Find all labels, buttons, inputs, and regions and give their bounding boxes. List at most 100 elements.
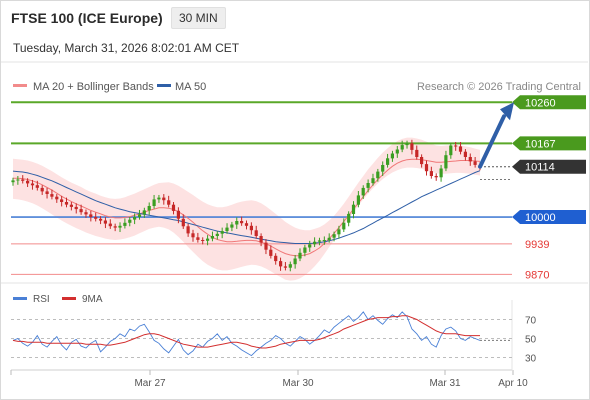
candle-body — [16, 179, 20, 181]
candle-body — [449, 145, 453, 156]
candle-body — [99, 218, 103, 221]
candle-body — [215, 233, 219, 236]
level-tag-text-10114: 10114 — [525, 162, 555, 174]
rsi-tick-label: 70 — [525, 316, 537, 327]
candle-body — [269, 249, 273, 256]
candle-body — [103, 220, 107, 224]
candle-body — [244, 223, 249, 226]
candle-body — [240, 221, 244, 224]
candle-body — [366, 183, 370, 188]
candle-body — [21, 179, 25, 181]
candle-body — [274, 255, 278, 262]
level-label-9939: 9939 — [525, 239, 549, 251]
candle-body — [410, 143, 414, 150]
candle-body — [254, 230, 258, 236]
rsi-legend-swatch — [13, 297, 27, 300]
candle-body — [249, 225, 253, 231]
candle-body — [361, 187, 365, 196]
candle-body — [439, 168, 443, 178]
candle-body — [395, 149, 399, 154]
candle-body — [79, 209, 83, 213]
candle-body — [133, 217, 137, 220]
candle-body — [210, 236, 214, 239]
candle-body — [313, 241, 317, 245]
rsi-panel: 70 50 30 — [11, 311, 537, 365]
candle-body — [288, 264, 292, 268]
ma20-legend-swatch — [13, 84, 27, 87]
candle-body — [74, 206, 78, 210]
candle-body — [64, 202, 69, 205]
candle-body — [147, 206, 151, 211]
x-tick-label: Mar 30 — [282, 378, 314, 389]
level-tag-text-10260: 10260 — [525, 97, 556, 109]
candle-body — [186, 226, 190, 234]
candle-body — [50, 194, 54, 197]
candle-body — [381, 165, 385, 172]
candle-body — [11, 180, 15, 183]
candle-body — [376, 171, 380, 179]
candle-body — [317, 240, 322, 242]
candle-body — [259, 236, 263, 243]
candlesticks — [11, 139, 482, 272]
rsi-line — [12, 311, 481, 357]
candle-body — [420, 157, 424, 165]
rsi-tick-label: 30 — [525, 354, 537, 365]
x-tick-label: Mar 31 — [429, 378, 461, 389]
candle-body — [347, 213, 351, 223]
ma50-legend-swatch — [157, 84, 171, 87]
candle-body — [196, 237, 200, 240]
forecast-arrow-head — [500, 102, 514, 121]
candle-body — [279, 261, 283, 267]
ma9-legend-label: 9MA — [82, 294, 103, 305]
moving-averages — [12, 158, 481, 257]
candle-body — [463, 151, 467, 157]
candle-body — [298, 252, 302, 259]
level-tag-10167 — [512, 136, 586, 151]
candle-body — [264, 242, 268, 250]
bollinger-band — [13, 137, 480, 281]
candle-body — [230, 224, 234, 228]
interval-badge[interactable]: 30 MIN — [171, 7, 226, 29]
candle-body — [206, 238, 210, 241]
candle-body — [84, 212, 88, 215]
rsi-ma-line — [12, 315, 480, 349]
candle-body — [342, 222, 346, 230]
candle-body — [162, 197, 166, 201]
candle-body — [171, 204, 176, 211]
candle-body — [45, 191, 49, 194]
candle-body — [225, 227, 229, 232]
candle-body — [405, 143, 409, 146]
candle-body — [415, 149, 419, 157]
forecast-arrow-shaft — [478, 114, 506, 169]
candle-body — [201, 240, 205, 241]
candle-body — [113, 226, 117, 228]
candle-body — [89, 214, 93, 217]
candle-body — [26, 180, 30, 184]
candle-body — [390, 153, 394, 159]
level-tag-text-10167: 10167 — [525, 138, 556, 150]
candle-body — [176, 210, 180, 219]
candle-body — [123, 222, 127, 226]
candle-body — [434, 176, 438, 178]
candle-body — [181, 218, 185, 227]
ma50-line — [12, 170, 481, 244]
candle-body — [40, 187, 44, 192]
credit-text: Research © 2026 Trading Central — [417, 81, 581, 93]
level-tag-text-10000: 10000 — [525, 212, 556, 224]
timestamp: Tuesday, March 31, 2026 8:02:01 AM CET — [13, 41, 240, 55]
bollinger-fill — [13, 137, 480, 281]
x-tick-label: Mar 27 — [134, 378, 166, 389]
candle-body — [356, 195, 360, 205]
candle-body — [118, 225, 122, 228]
candle-body — [128, 219, 132, 223]
candle-body — [220, 231, 224, 234]
candle-body — [454, 145, 458, 147]
candle-body — [351, 204, 356, 214]
ma50-legend-label: MA 50 — [175, 81, 206, 93]
candle-body — [458, 146, 463, 152]
candle-body — [473, 161, 477, 165]
candle-body — [191, 233, 195, 238]
candle-body — [308, 244, 312, 248]
candle-body — [424, 164, 429, 172]
rsi-legend-label: RSI — [33, 294, 50, 305]
